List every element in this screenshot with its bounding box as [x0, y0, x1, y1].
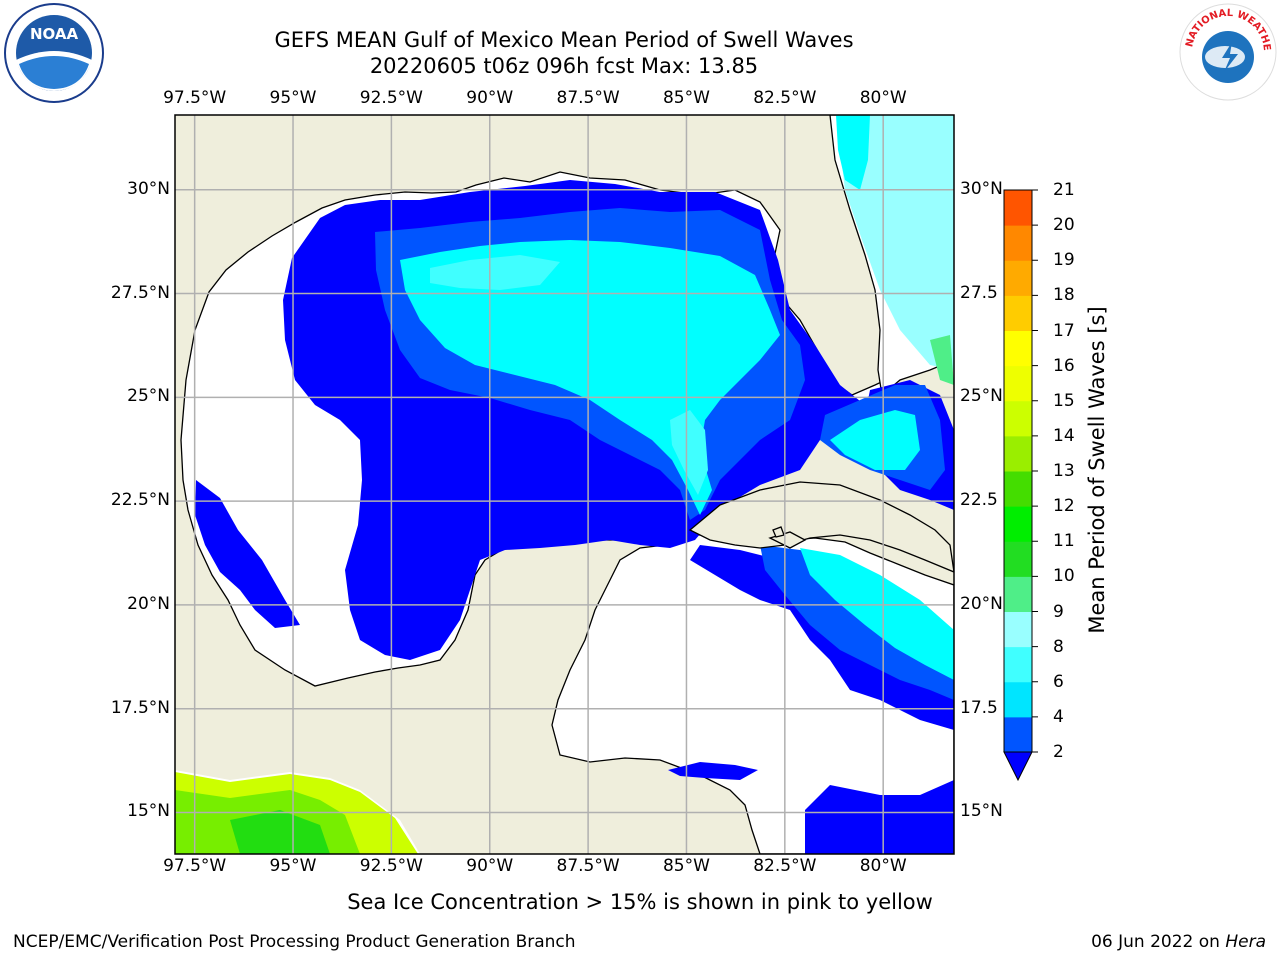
top-lon-label: 85°W: [662, 88, 710, 108]
bottom-lon-label: 82.5°W: [753, 856, 817, 876]
swell-contour-2s-southeast: [805, 780, 954, 854]
cuba-land: [688, 481, 954, 573]
swell-contour-4s-caribbean: [760, 545, 954, 700]
colorbar-segment-7: [1004, 471, 1032, 507]
right-lat-label: 20°N: [960, 593, 1003, 614]
top-lon-label: 92.5°W: [359, 88, 423, 108]
colorbar-segment-12: [1004, 295, 1032, 331]
bottom-lon-label: 90°W: [466, 856, 514, 876]
swell-contour-11s-pacific: [230, 810, 330, 854]
left-lat-label: 20°N: [127, 593, 170, 614]
bottom-lon-label: 85°W: [662, 856, 710, 876]
top-lon-label: 87.5°W: [556, 88, 620, 108]
colorbar-segment-13: [1004, 260, 1032, 296]
colorbar-tick-label: 14: [1053, 425, 1075, 446]
noaa-logo-text: NOAA: [30, 25, 79, 43]
right-lat-label: 22.5: [960, 490, 998, 511]
left-lat-label: 30°N: [127, 178, 170, 199]
colorbar-segment-2: [1004, 646, 1032, 683]
colorbar-tick-label: 4: [1053, 706, 1064, 727]
isla-de-la-juventud: [772, 526, 785, 538]
colorbar-segment-15: [1004, 190, 1032, 226]
left-lat-label: 25°N: [127, 386, 170, 407]
colorbar-segment-3: [1004, 611, 1032, 648]
top-lon-label: 95°W: [269, 88, 317, 108]
map-title: GEFS MEAN Gulf of Mexico Mean Period of …: [274, 28, 854, 52]
bottom-lon-label: 95°W: [269, 856, 317, 876]
swell-contour-10s-bahamas: [930, 335, 954, 385]
colorbar-tick-label: 17: [1053, 320, 1075, 341]
colorbar-tick-label: 9: [1053, 601, 1064, 622]
colorbar-tick-label: 11: [1053, 531, 1075, 552]
colorbar-tick-label: 20: [1053, 215, 1075, 236]
colorbar-segment-11: [1004, 330, 1032, 367]
colorbar-tick-label: 6: [1053, 671, 1064, 692]
colorbar-segment-14: [1004, 225, 1032, 261]
top-lon-label: 97.5°W: [163, 88, 227, 108]
bottom-lon-label: 97.5°W: [163, 856, 227, 876]
noaa-logo: NOAA: [4, 3, 104, 103]
colorbar-segment-8: [1004, 435, 1032, 472]
right-lat-label: 15°N: [960, 801, 1003, 822]
left-lat-label: 27.5°N: [110, 282, 170, 303]
date-text: 06 Jun 2022 on: [1091, 932, 1226, 952]
colorbar-tick-label: 8: [1053, 636, 1064, 657]
colorbar-tick-label: 18: [1053, 285, 1075, 306]
colorbar-tick-label: 16: [1053, 355, 1075, 376]
right-lat-label: 17.5: [960, 697, 998, 718]
left-lat-label: 17.5°N: [110, 697, 170, 718]
colorbar-tick-label: 15: [1053, 390, 1075, 411]
swell-contour-8s-gulf: [430, 255, 560, 290]
credit-text: NCEP/EMC/Verification Post Processing Pr…: [13, 932, 576, 952]
colorbar-segment-1: [1004, 681, 1032, 718]
colorbar-tick-label: 10: [1053, 566, 1075, 587]
colorbar-segment-9: [1004, 400, 1032, 437]
bottom-lon-label: 92.5°W: [359, 856, 423, 876]
date-credit: 06 Jun 2022 on Hera: [1091, 932, 1266, 952]
colorbar-tick-label: 21: [1053, 180, 1075, 200]
left-lat-label: 15°N: [127, 801, 170, 822]
colorbar-segment-6: [1004, 506, 1032, 542]
colorbar-segment-10: [1004, 365, 1032, 402]
swell-contour-6s-caribbean: [800, 548, 954, 680]
colorbar-tick-label: 2: [1053, 742, 1064, 762]
colorbar-extend-triangle: [1003, 751, 1033, 782]
right-lat-label: 27.5: [960, 282, 998, 303]
sea-ice-note: Sea Ice Concentration > 15% is shown in …: [347, 890, 933, 914]
host-name: Hera: [1225, 932, 1266, 952]
top-lon-label: 90°W: [466, 88, 514, 108]
swell-contour-6s-strait: [830, 410, 920, 470]
swell-contour-2s-west: [195, 480, 300, 628]
right-lat-label: 30°N: [960, 178, 1003, 199]
colorbar-label: Mean Period of Swell Waves [s]: [1085, 306, 1109, 634]
colorbar-tick-label: 13: [1053, 461, 1075, 481]
colorbar-segment-4: [1004, 576, 1032, 612]
top-lon-label: 82.5°W: [753, 88, 817, 108]
swell-contour-2s-honduras: [668, 762, 758, 780]
colorbar-segment-0: [1004, 716, 1032, 753]
swell-contour-8s-loop: [670, 410, 708, 495]
map-frame: [174, 114, 955, 855]
colorbar-segment-5: [1004, 541, 1032, 577]
swell-contour-2s-caribbean: [690, 545, 954, 730]
nws-logo: NATIONAL WEATHER SERVICE: [1178, 2, 1277, 101]
graticule: [175, 115, 954, 854]
colorbar-tick-label: 19: [1053, 250, 1075, 271]
bottom-lon-label: 87.5°W: [556, 856, 620, 876]
top-lon-label: 80°W: [859, 88, 907, 108]
left-lat-label: 22.5°N: [110, 490, 170, 511]
map-subtitle: 20220605 t06z 096h fcst Max: 13.85: [369, 54, 759, 78]
swell-contour-9s-atlantic: [836, 115, 954, 370]
bottom-lon-label: 80°W: [859, 856, 907, 876]
colorbar-tick-label: 12: [1053, 496, 1075, 517]
right-lat-label: 25°N: [960, 386, 1003, 407]
swell-contour-10s-atlantic: [836, 115, 870, 190]
